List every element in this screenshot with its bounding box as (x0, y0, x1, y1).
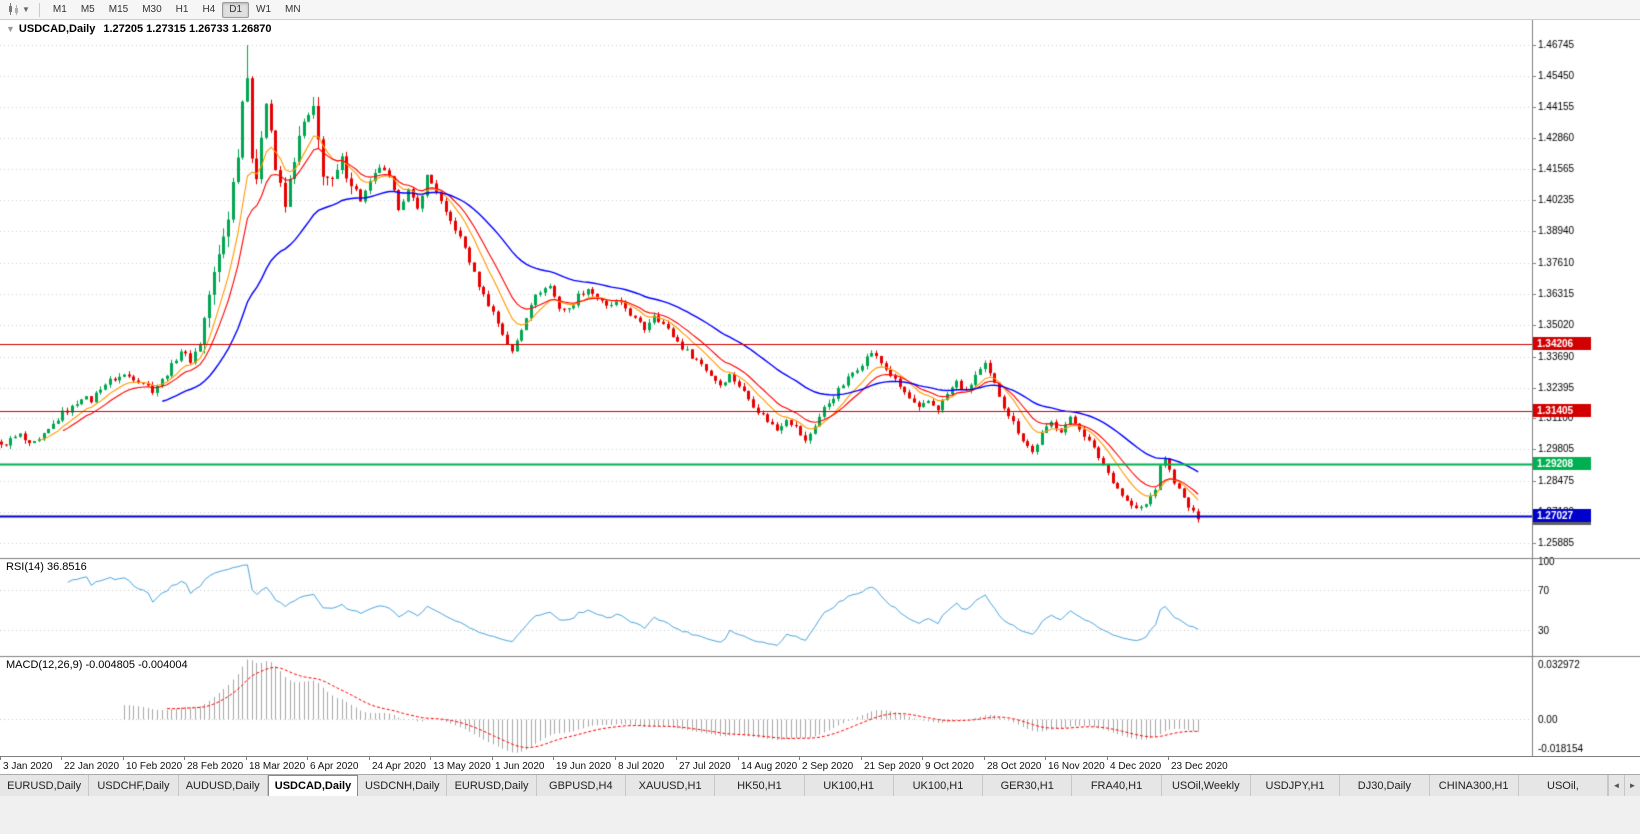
time-axis-tick (922, 757, 923, 760)
time-axis-tick (123, 757, 124, 760)
time-axis-label: 18 Mar 2020 (249, 761, 306, 772)
time-axis-tick (799, 757, 800, 760)
chart-tab-eurusd-daily[interactable]: EURUSD,Daily (447, 775, 537, 796)
time-axis-label: 21 Sep 2020 (864, 761, 921, 772)
time-axis-tick (984, 757, 985, 760)
time-axis-label: 22 Jan 2020 (64, 761, 120, 772)
arrow-left-icon: ◄ (1612, 781, 1621, 790)
timeframe-button-m30[interactable]: M30 (142, 3, 162, 15)
tabs-scroll-left-button[interactable]: ◄ (1608, 775, 1624, 796)
time-axis-label: 19 Jun 2020 (556, 761, 612, 772)
time-axis-label: 9 Oct 2020 (925, 761, 974, 772)
timeframe-button-h1[interactable]: H1 (175, 3, 189, 15)
time-axis-tick (0, 757, 1, 760)
time-axis-label: 28 Oct 2020 (987, 761, 1042, 772)
timeframe-button-h4[interactable]: H4 (202, 3, 216, 15)
chart-tab-china300-h1[interactable]: CHINA300,H1 (1429, 775, 1519, 796)
time-axis-tick (61, 757, 62, 760)
candlestick-chart-icon (9, 3, 18, 15)
tabs-scroll-right-button[interactable]: ► (1624, 775, 1640, 796)
time-axis-label: 28 Feb 2020 (187, 761, 244, 772)
time-axis-tick (246, 757, 247, 760)
chevron-down-icon: ▼ (22, 5, 30, 14)
time-axis-label: 14 Aug 2020 (741, 761, 798, 772)
chart-tab-xauusd-h1[interactable]: XAUUSD,H1 (625, 775, 716, 796)
chart-tab-eurusd-daily[interactable]: EURUSD,Daily (0, 775, 90, 796)
time-axis-tick (676, 757, 677, 760)
toolbar: ▼ M1 M5 M15 M30 H1 H4 D1 W1 MN (0, 0, 1640, 20)
chart-tab-uk100-h1[interactable]: UK100,H1 (804, 775, 894, 796)
time-axis[interactable]: 3 Jan 2020 22 Jan 2020 10 Feb 2020 28 Feb 2… (0, 756, 1640, 774)
chart-tab-usdcnh-daily[interactable]: USDCNH,Daily (358, 775, 448, 796)
time-axis-tick (1107, 757, 1108, 760)
time-axis-label: 27 Jul 2020 (679, 761, 731, 772)
time-axis-tick (738, 757, 739, 760)
time-axis-tick (615, 757, 616, 760)
chart-tab-gbpusd-h4[interactable]: GBPUSD,H4 (536, 775, 626, 796)
time-axis-tick (492, 757, 493, 760)
time-axis-label: 2 Sep 2020 (802, 761, 854, 772)
timeframe-button-mn[interactable]: MN (285, 3, 301, 15)
chart-tab-usdcad-daily[interactable]: USDCAD,Daily (267, 775, 359, 796)
time-axis-tick (1168, 757, 1169, 760)
price-chart-canvas[interactable] (0, 20, 1640, 756)
time-axis-tick (184, 757, 185, 760)
timeframe-button-d1[interactable]: D1 (222, 1, 250, 18)
time-axis-tick (430, 757, 431, 760)
bottom-filler (0, 796, 1640, 834)
time-axis-label: 3 Jan 2020 (3, 761, 53, 772)
timeframe-button-m5[interactable]: M5 (80, 3, 95, 15)
arrow-right-icon: ► (1628, 781, 1637, 790)
chart-tab-dj30-daily[interactable]: DJ30,Daily (1340, 775, 1430, 796)
time-axis-label: 13 May 2020 (433, 761, 491, 772)
chart-tab-ger30-h1[interactable]: GER30,H1 (983, 775, 1073, 796)
chart-tab-usdchf-daily[interactable]: USDCHF,Daily (89, 775, 179, 796)
time-axis-label: 4 Dec 2020 (1110, 761, 1162, 772)
chart-tab-hk50-h1[interactable]: HK50,H1 (715, 775, 805, 796)
tab-bar: EURUSD,Daily USDCHF,Daily AUDUSD,Daily USDC… (0, 774, 1640, 796)
time-axis-tick (553, 757, 554, 760)
timeframe-button-m15[interactable]: M15 (108, 3, 129, 15)
time-axis-label: 24 Apr 2020 (372, 761, 426, 772)
chart-window: ▼ USDCAD,Daily 1.27205 1.27315 1.26733 1.2… (0, 20, 1640, 756)
chart-tab-fra40-h1[interactable]: FRA40,H1 (1072, 775, 1162, 796)
chart-tab-audusd-daily[interactable]: AUDUSD,Daily (178, 775, 268, 796)
time-axis-tick (1045, 757, 1046, 760)
chart-tab-usoil-weekly[interactable]: USOil,Weekly (1161, 775, 1251, 796)
toolbar-separator (38, 2, 40, 17)
time-axis-label: 1 Jun 2020 (495, 761, 545, 772)
time-axis-label: 16 Nov 2020 (1048, 761, 1105, 772)
time-axis-label: 10 Feb 2020 (126, 761, 183, 772)
time-axis-label: 8 Jul 2020 (618, 761, 665, 772)
timeframe-group: M1 M5 M15 M30 H1 H4 D1 W1 MN (46, 1, 308, 18)
time-axis-tick (369, 757, 370, 760)
chart-tabs: EURUSD,Daily USDCHF,Daily AUDUSD,Daily USDC… (0, 775, 1609, 796)
timeframe-button-w1[interactable]: W1 (256, 3, 272, 15)
timeframe-button-m1[interactable]: M1 (52, 3, 67, 15)
time-axis-tick (861, 757, 862, 760)
time-axis-tick (307, 757, 308, 760)
chart-tab-uk100-h1[interactable]: UK100,H1 (893, 775, 984, 796)
chart-tab-usoil[interactable]: USOil, (1518, 775, 1609, 796)
time-axis-label: 23 Dec 2020 (1171, 761, 1228, 772)
time-axis-label: 6 Apr 2020 (310, 761, 359, 772)
chart-tab-usdjpy-h1[interactable]: USDJPY,H1 (1250, 775, 1341, 796)
chart-type-button[interactable]: ▼ (4, 3, 33, 16)
